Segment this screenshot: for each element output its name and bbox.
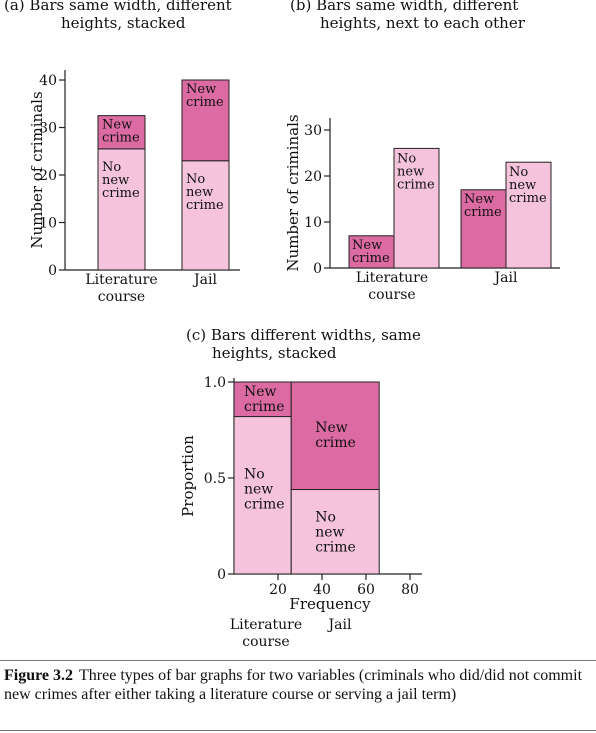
x-tick-label: 20	[269, 582, 287, 598]
bar-segment	[181, 160, 230, 271]
chart-title: heights, stacked	[61, 14, 186, 32]
y-axis-label: Number of criminals	[28, 91, 46, 248]
bar-label: New	[102, 118, 132, 133]
bar-segment	[97, 148, 146, 271]
mosaic-segment	[290, 381, 380, 491]
bar-label: New	[352, 238, 382, 253]
mosaic-label: No	[244, 467, 265, 483]
y-axis-label: Proportion	[179, 435, 197, 517]
bar-label: No	[186, 172, 205, 187]
x-category-label: Literature	[356, 270, 428, 286]
caption-bottom-rule	[0, 730, 596, 731]
x-category-label: course	[242, 634, 289, 650]
x-category-label: Jail	[493, 270, 518, 286]
bar-label: crime	[186, 95, 224, 110]
mosaic-label: No	[315, 510, 336, 526]
y-tick-label: 1.0	[204, 375, 226, 391]
bar-label: crime	[186, 198, 224, 213]
x-category-label: Literature	[230, 617, 302, 633]
bar-label: crime	[397, 177, 435, 192]
bar-label: New	[186, 82, 216, 97]
bar-label: crime	[509, 191, 547, 206]
bar-label: No	[397, 151, 416, 166]
chart-title: (b) Bars same width, different	[290, 0, 518, 14]
chart-title: heights, stacked	[212, 344, 337, 362]
y-tick-label: 40	[39, 73, 57, 89]
mosaic-label: crime	[315, 540, 356, 556]
bar	[393, 147, 440, 269]
x-tick-label: 60	[357, 582, 375, 598]
bar-label: new	[102, 173, 129, 188]
y-tick-label: 10	[304, 215, 322, 231]
y-axis-label: Number of criminals	[284, 114, 302, 271]
x-category-label: Jail	[192, 272, 217, 288]
chart-c: (c) Bars different widths, sameheights, …	[179, 326, 422, 650]
mosaic-segment	[290, 489, 380, 575]
y-tick-label: 20	[304, 169, 322, 185]
bar-label: crime	[102, 131, 140, 146]
x-category-label: course	[368, 287, 415, 303]
chart-title: (a) Bars same width, different	[4, 0, 232, 14]
mosaic-segment	[233, 416, 292, 575]
mosaic-segment	[233, 381, 292, 418]
figure-caption: Figure 3.2 Three types of bar graphs for …	[4, 666, 592, 704]
y-tick-label: 10	[39, 216, 57, 232]
x-axis-label: Frequency	[289, 595, 371, 613]
bar-label: new	[186, 185, 213, 200]
mosaic-label: new	[244, 482, 273, 498]
x-tick-label: 80	[401, 582, 419, 598]
bar-label: new	[397, 164, 424, 179]
bar-label: New	[464, 192, 494, 207]
mosaic-label: crime	[244, 399, 285, 415]
mosaic-label: new	[315, 525, 344, 541]
y-tick-label: 0	[313, 261, 322, 277]
caption-top-rule	[0, 660, 596, 661]
y-tick-label: 30	[39, 121, 57, 137]
y-tick-label: 30	[304, 123, 322, 139]
bar-segment	[97, 115, 146, 150]
mosaic-label: crime	[315, 435, 356, 451]
mosaic-label: New	[315, 420, 348, 436]
mosaic-label: crime	[244, 497, 285, 513]
bar-label: No	[102, 160, 121, 175]
bar-label: crime	[464, 205, 502, 220]
chart-title: heights, next to each other	[320, 14, 526, 32]
y-tick-label: 0	[217, 567, 226, 583]
x-category-label: Literature	[85, 272, 157, 288]
caption-label: Figure 3.2	[4, 667, 74, 684]
x-category-label: course	[98, 289, 145, 305]
y-tick-label: 0	[48, 263, 57, 279]
bar	[505, 161, 552, 269]
bar	[348, 235, 395, 269]
mosaic-label: New	[244, 384, 277, 400]
bar-label: crime	[102, 186, 140, 201]
bar-segment	[181, 79, 230, 162]
bar	[460, 189, 507, 269]
chart-title: (c) Bars different widths, same	[186, 326, 421, 344]
y-tick-label: 0.5	[204, 471, 226, 487]
caption-text: Three types of bar graphs for two variab…	[4, 667, 583, 703]
bar-label: new	[509, 178, 536, 193]
bar-label: No	[509, 165, 528, 180]
bar-label: crime	[352, 251, 390, 266]
x-category-label: Jail	[327, 617, 352, 633]
x-tick-label: 40	[313, 582, 331, 598]
y-tick-label: 20	[39, 168, 57, 184]
